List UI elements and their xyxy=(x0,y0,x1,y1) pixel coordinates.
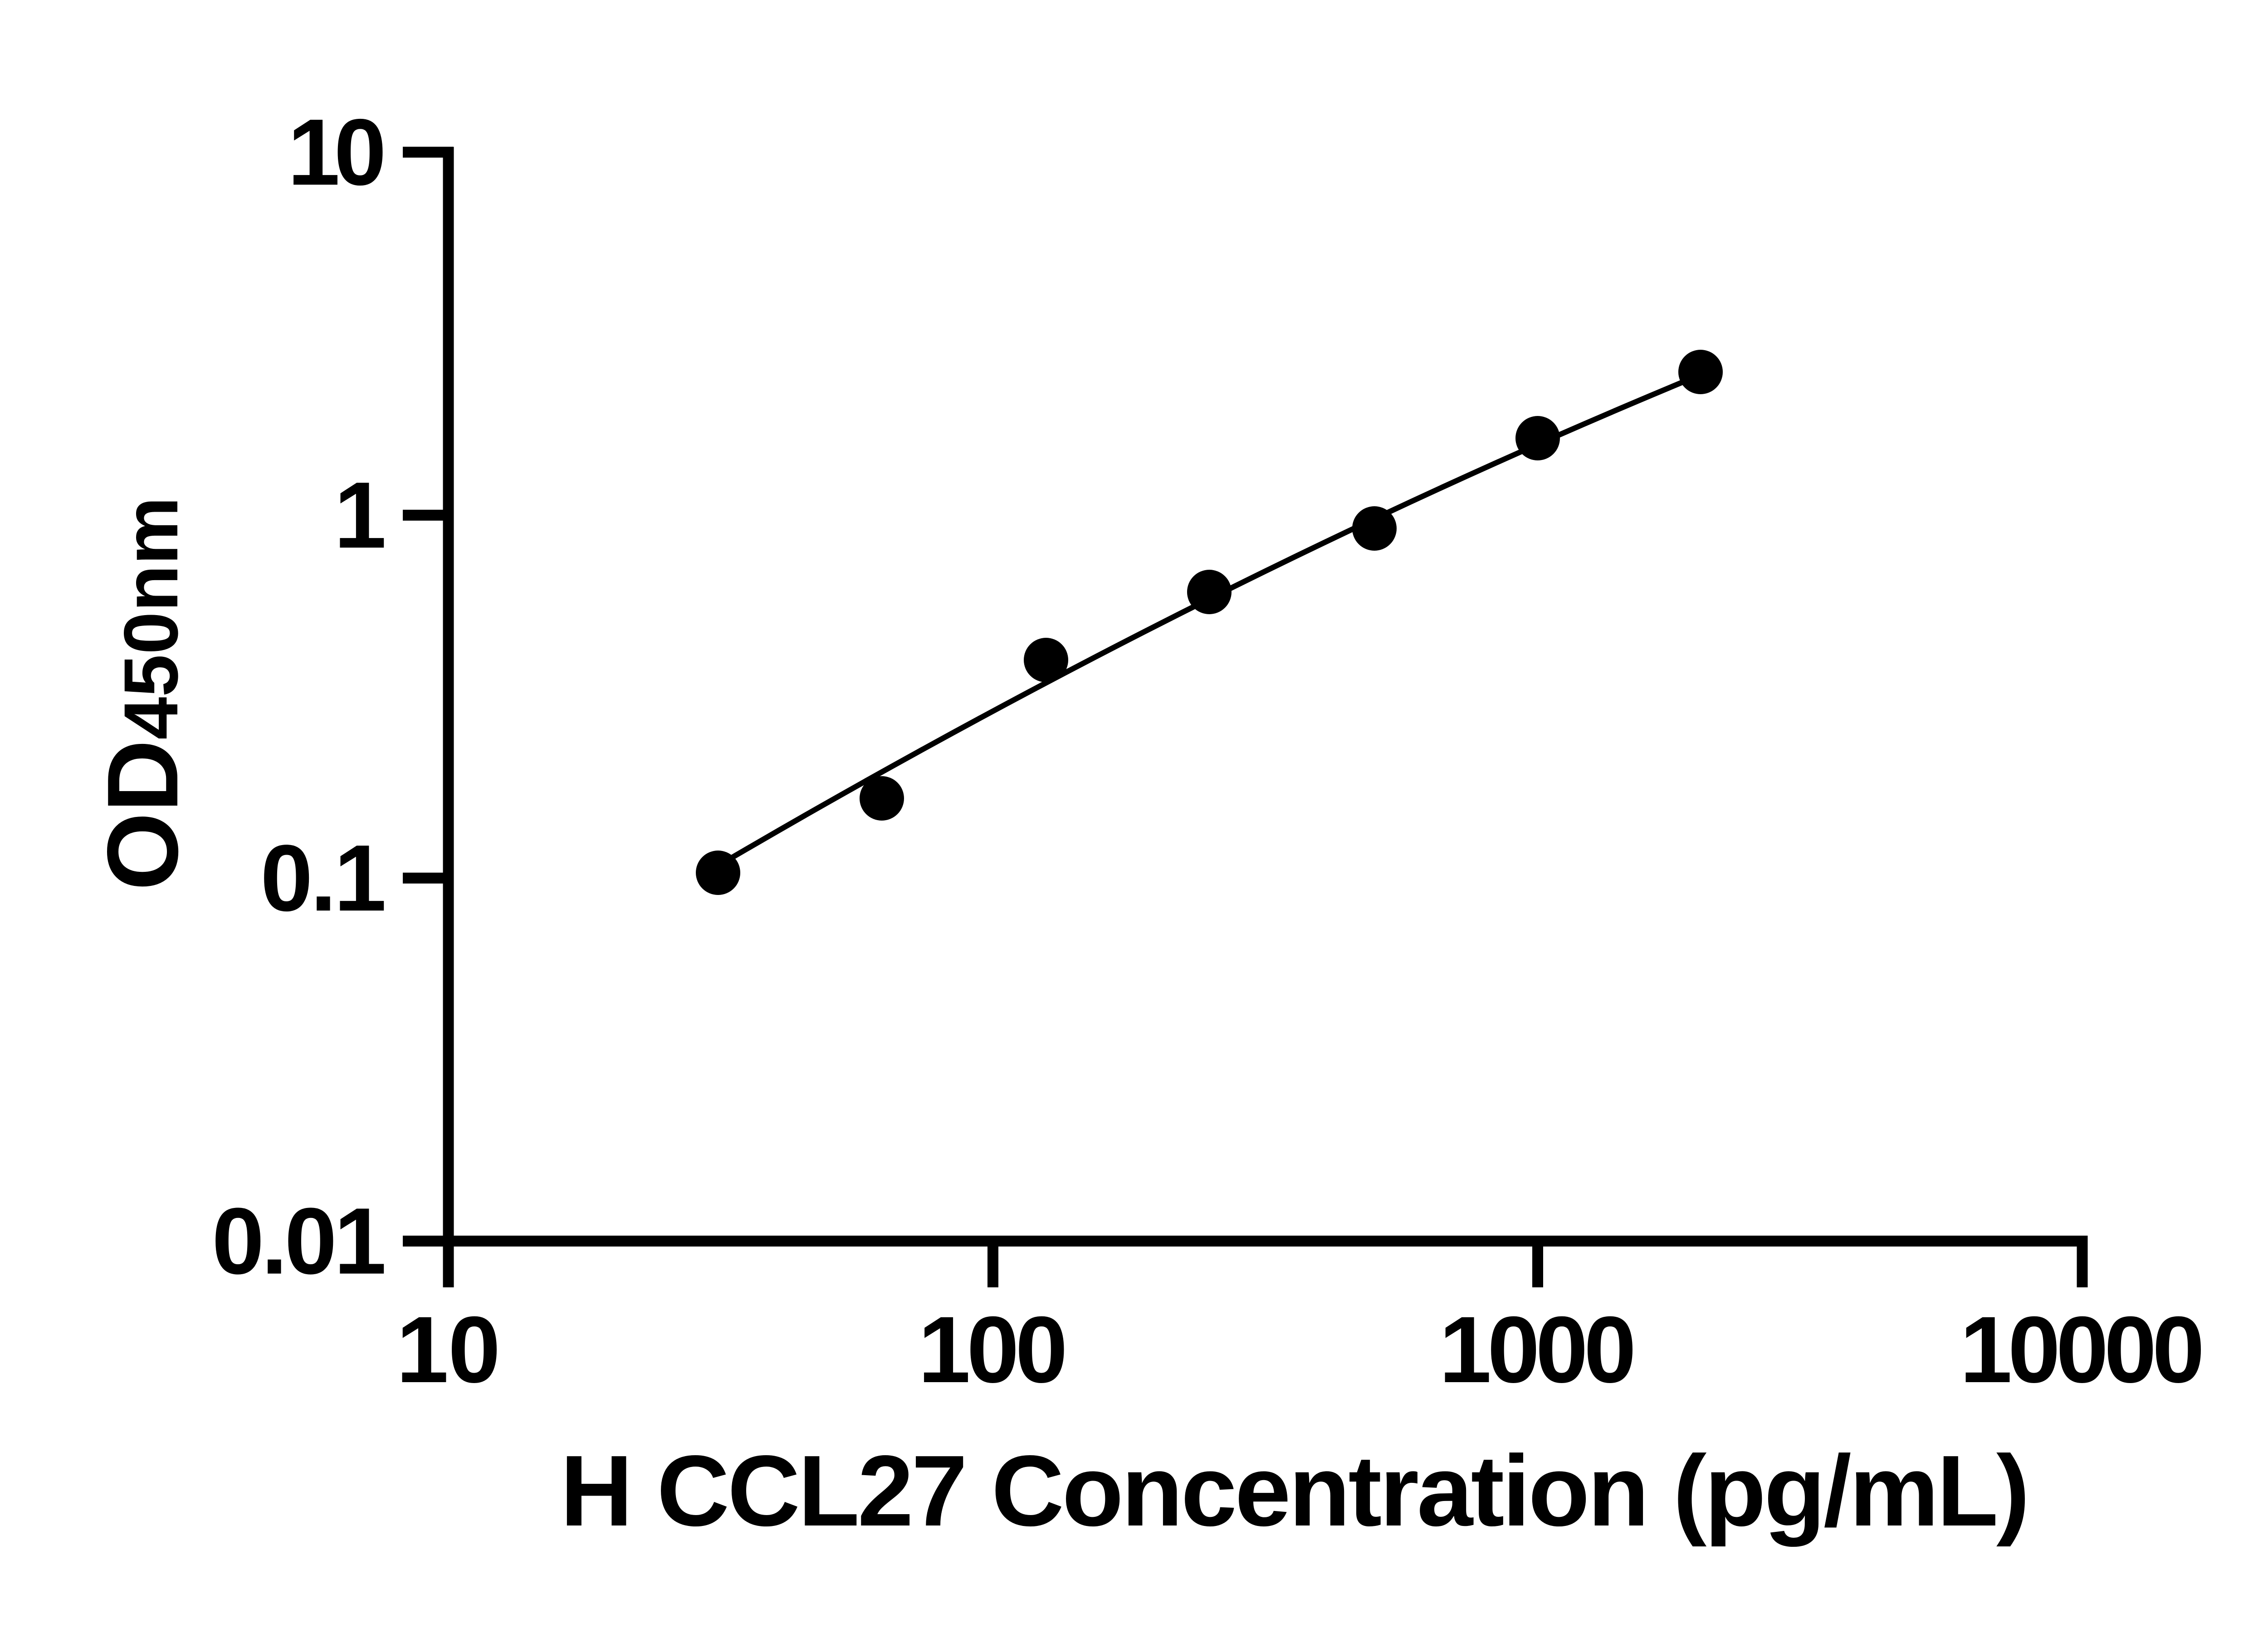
svg-text:100: 100 xyxy=(918,1297,1068,1403)
svg-text:10000: 10000 xyxy=(1960,1297,2205,1403)
svg-text:0.01: 0.01 xyxy=(212,1189,386,1294)
svg-text:10: 10 xyxy=(396,1297,501,1403)
svg-text:OD450nm: OD450nm xyxy=(87,497,199,890)
svg-text:H CCL27 Concentration (pg/mL): H CCL27 Concentration (pg/mL) xyxy=(560,1435,2030,1547)
svg-text:1000: 1000 xyxy=(1439,1297,1637,1403)
svg-text:0.1: 0.1 xyxy=(260,826,386,931)
svg-text:1: 1 xyxy=(334,463,386,568)
svg-text:10: 10 xyxy=(288,100,386,205)
